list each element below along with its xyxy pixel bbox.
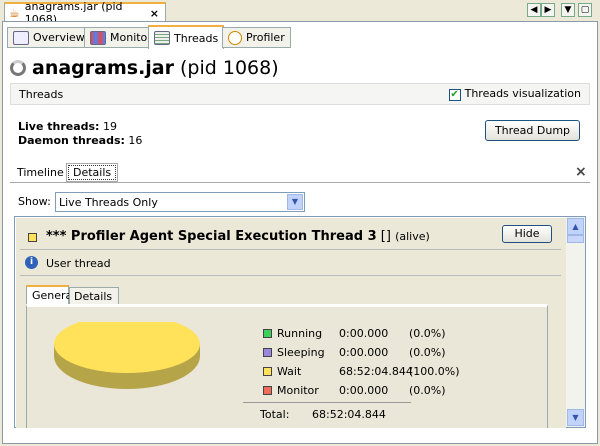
scroll-thumb[interactable] [567, 235, 584, 243]
threads-section-header: Threads ✔ Threads visualization [10, 83, 590, 105]
document-tab[interactable]: ☕ anagrams.jar (pid 1068) × [4, 0, 166, 26]
state-time: 68:52:04.844 [339, 365, 413, 378]
live-threads-label: Live threads: [18, 120, 100, 133]
state-pie-chart [54, 322, 200, 389]
java-icon: ☕ [9, 6, 20, 20]
thread-type: User thread [46, 257, 111, 270]
close-tab-icon[interactable]: × [149, 6, 159, 20]
total-label: Total: [260, 408, 290, 421]
thread-dump-button[interactable]: Thread Dump [485, 120, 580, 141]
loading-spinner-icon [10, 60, 26, 76]
checkbox-label: Threads visualization [464, 87, 581, 100]
app-name: anagrams.jar [32, 57, 174, 79]
overview-icon [13, 30, 29, 45]
tab-label: Overview [33, 31, 85, 44]
scroll-down-button[interactable]: ▼ [567, 409, 584, 426]
thread-color-swatch [28, 233, 37, 242]
detail-tab-general[interactable]: General [26, 285, 75, 305]
state-time: 0:00.000 [339, 346, 389, 359]
thread-status: (alive) [395, 230, 430, 243]
subtab-timeline[interactable]: Timeline [10, 162, 71, 182]
tab-profiler[interactable]: Profiler [222, 27, 291, 48]
tab-label: Profiler [246, 31, 285, 44]
menu-button[interactable]: ▼ [561, 3, 575, 17]
legend-swatch [263, 367, 272, 376]
tab-label: Monitor [110, 31, 152, 44]
legend-item-sleeping: Sleeping 0:00.000 (0.0%) [263, 346, 446, 359]
tab-overview[interactable]: Overview [7, 27, 91, 48]
state-time: 0:00.000 [339, 384, 389, 397]
detail-tab-details[interactable]: Details [69, 287, 119, 305]
legend-swatch [263, 348, 272, 357]
threads-icon [154, 31, 170, 45]
state-name: Sleeping [277, 346, 325, 359]
state-percent: (0.0%) [409, 384, 446, 397]
thread-name: *** Profiler Agent Special Execution Thr… [46, 229, 377, 244]
legend-item-monitor: Monitor 0:00.000 (0.0%) [263, 384, 446, 397]
state-percent: (100.0%) [409, 365, 460, 378]
tab-threads[interactable]: Threads [148, 25, 225, 49]
total-value: 68:52:04.844 [312, 408, 386, 421]
legend-swatch [263, 329, 272, 338]
state-name: Monitor [277, 384, 319, 397]
maximize-button[interactable]: ▢ [578, 3, 592, 17]
pie-slice-wait [54, 322, 200, 373]
thread-stats: Live threads: 19 Daemon threads: 16 [18, 120, 142, 148]
monitor-icon [90, 30, 106, 45]
divider [243, 402, 411, 403]
show-filter-select[interactable]: Live Threads Only ▼ [55, 192, 305, 212]
tab-label: Threads [174, 31, 219, 45]
tab-monitor[interactable]: Monitor [84, 27, 158, 48]
thread-title: *** Profiler Agent Special Execution Thr… [46, 229, 430, 244]
thread-brackets: [] [380, 229, 391, 244]
close-icon[interactable]: × [575, 164, 587, 180]
live-threads-value: 19 [102, 120, 117, 133]
threads-visualization-checkbox[interactable]: ✔ Threads visualization [448, 87, 581, 101]
daemon-threads-label: Daemon threads: [18, 134, 125, 147]
daemon-threads-value: 16 [128, 134, 143, 147]
scroll-up-button[interactable]: ▲ [567, 218, 584, 235]
hide-button[interactable]: Hide [502, 225, 552, 243]
subtab-details[interactable]: Details [66, 163, 119, 182]
info-icon: i [25, 256, 38, 269]
scroll-left-button[interactable]: ◀ [527, 3, 541, 17]
pid: (pid 1068) [180, 57, 279, 79]
divider [20, 249, 561, 250]
state-time: 0:00.000 [339, 327, 389, 340]
show-label: Show: [18, 195, 51, 208]
state-name: Wait [277, 365, 302, 378]
state-percent: (0.0%) [409, 327, 446, 340]
legend-item-wait: Wait 68:52:04.844 (100.0%) [263, 365, 460, 378]
divider [20, 275, 561, 276]
page-title: anagrams.jar (pid 1068) [10, 57, 279, 79]
select-value: Live Threads Only [59, 195, 158, 209]
legend-item-running: Running 0:00.000 (0.0%) [263, 327, 446, 340]
general-panel: Running 0:00.000 (0.0%) Sleeping 0:00.000 (0.… [26, 304, 548, 428]
chevron-down-icon[interactable]: ▼ [287, 194, 303, 210]
clock-icon [228, 30, 242, 45]
divider [10, 182, 590, 183]
state-name: Running [277, 327, 323, 340]
vertical-scrollbar[interactable]: ▲ ▼ [566, 217, 585, 427]
checkbox-check-icon[interactable]: ✔ [448, 89, 461, 101]
section-label: Threads [19, 87, 64, 101]
legend-swatch [263, 386, 272, 395]
thread-card: *** Profiler Agent Special Execution Thr… [16, 218, 566, 428]
state-percent: (0.0%) [409, 346, 446, 359]
scroll-right-button[interactable]: ▶ [541, 3, 555, 17]
